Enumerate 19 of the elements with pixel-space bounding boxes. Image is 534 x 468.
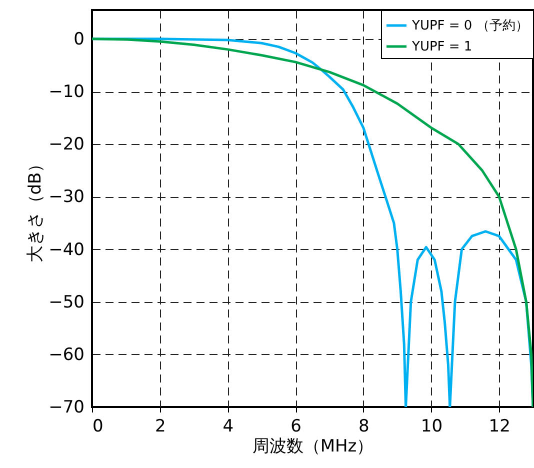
legend-label: YUPF = 1 bbox=[411, 40, 472, 54]
y-tick-label: −20 bbox=[48, 134, 84, 155]
x-tick-label: 8 bbox=[358, 416, 370, 436]
y-tick-label: −30 bbox=[48, 187, 84, 208]
x-tick-label: 6 bbox=[290, 416, 302, 436]
legend-label: YUPF = 0 （予約） bbox=[411, 18, 528, 34]
x-tick-label: 10 bbox=[420, 416, 443, 436]
x-tick-label: 12 bbox=[488, 416, 510, 436]
x-tick-label: 4 bbox=[222, 416, 234, 436]
x-axis-title: 周波数（MHz） bbox=[252, 436, 374, 456]
y-tick-label: −10 bbox=[48, 82, 84, 102]
y-tick-label: −40 bbox=[48, 240, 84, 260]
x-tick-label: 0 bbox=[92, 416, 104, 436]
y-tick-label: −50 bbox=[48, 292, 84, 312]
y-tick-label: −60 bbox=[48, 344, 84, 365]
y-tick-label: −70 bbox=[48, 398, 84, 418]
y-tick-label: 0 bbox=[74, 29, 84, 50]
x-tick-label: 2 bbox=[154, 416, 166, 436]
y-axis-title: 大きさ（dB） bbox=[26, 155, 46, 263]
